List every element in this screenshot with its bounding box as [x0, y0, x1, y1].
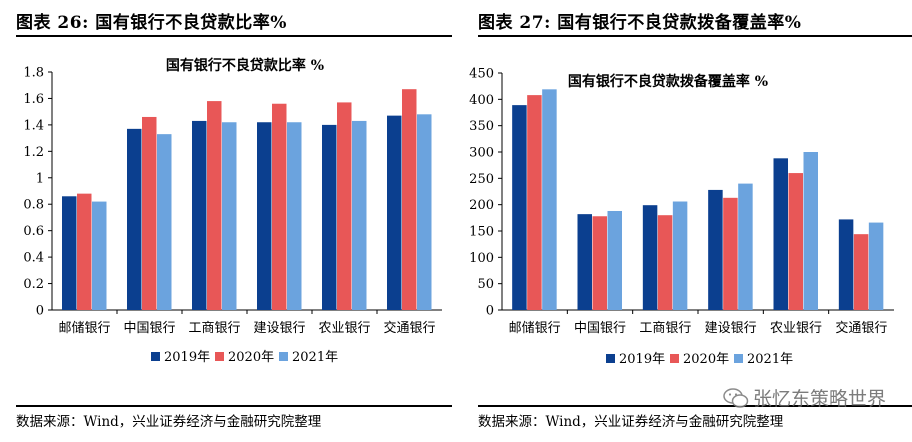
source-rule	[16, 405, 452, 407]
bar	[853, 234, 869, 310]
x-tick-label: 交通银行	[383, 320, 435, 336]
y-tick-label: 350	[469, 119, 494, 134]
y-tick-label: 0.4	[23, 251, 44, 266]
y-tick-label: 0.2	[23, 277, 44, 292]
legend-swatch	[215, 352, 224, 361]
npl-ratio-chart: 0 0.2 0.4 0.6 0.8 1 1.2 1.4 1.6 1.8 国有银行不良贷款比率 % 邮储…	[23, 57, 442, 365]
y-tick-label: 250	[469, 172, 494, 187]
y-tick-label: 100	[469, 251, 494, 266]
bar	[788, 173, 803, 310]
x-tick-label: 邮储银行	[509, 321, 561, 336]
bar	[127, 128, 142, 310]
chart-title: 国有银行不良贷款拨备覆盖率 %	[568, 73, 768, 90]
legend-label: 2021年	[747, 352, 793, 367]
x-tick-label: 邮储银行	[58, 321, 110, 336]
x-tick-label: 中国银行	[123, 321, 175, 336]
bar	[322, 124, 337, 310]
watermark-text: 张忆东策略世界	[752, 388, 886, 410]
bar	[157, 134, 172, 310]
legend-swatch	[734, 354, 743, 363]
bar	[192, 120, 207, 310]
legend-swatch	[670, 354, 679, 363]
bar	[387, 115, 402, 310]
title-rule	[478, 35, 912, 37]
x-tick-label: 建设银行	[705, 321, 757, 336]
x-tick-label: 交通银行	[835, 320, 887, 336]
watermark: 张忆东策略世界	[723, 384, 886, 411]
bar	[803, 152, 818, 310]
legend-swatch	[151, 352, 160, 361]
bar	[257, 122, 272, 310]
source-rule	[478, 405, 912, 407]
provision-coverage-chart: 0 50 100 150 200 250 300 350 400 450 国有银行不良贷款拨备覆盖率…	[469, 67, 894, 367]
bar	[672, 201, 688, 310]
wechat-icon	[723, 387, 749, 408]
x-tick-label: 中国银行	[574, 321, 626, 336]
legend-swatch	[606, 354, 615, 363]
bar	[92, 201, 107, 310]
bar	[868, 222, 884, 310]
y-tick-label: 1.6	[23, 92, 44, 107]
legend-swatch	[279, 352, 288, 361]
bar	[402, 89, 417, 310]
y-tick-label: 0.8	[23, 198, 44, 213]
bar	[723, 197, 738, 310]
bar	[542, 89, 557, 311]
figure-26-title: 图表 26: 国有银行不良贷款比率%	[16, 13, 287, 33]
bar	[607, 210, 622, 310]
y-tick-label: 400	[469, 93, 494, 108]
y-tick-label: 150	[469, 225, 494, 240]
bar	[352, 120, 367, 310]
legend-label: 2019年	[164, 350, 210, 365]
bar	[222, 122, 237, 310]
legend-label: 2021年	[292, 350, 338, 365]
legend-label: 2020年	[228, 350, 274, 365]
source-note: 数据来源：Wind，兴业证券经济与金融研究院整理	[478, 414, 784, 430]
y-tick-label: 50	[477, 277, 494, 292]
y-tick-label: 1	[36, 171, 44, 186]
bar	[773, 158, 788, 310]
y-tick-label: 0	[36, 304, 44, 319]
bar	[337, 102, 352, 311]
y-tick-label: 450	[469, 67, 494, 82]
bar	[657, 215, 673, 310]
figure-27-title: 图表 27: 国有银行不良贷款拨备覆盖率%	[478, 13, 802, 33]
x-tick-label: 工商银行	[639, 321, 691, 336]
x-tick-label: 农业银行	[318, 321, 370, 336]
bar	[592, 216, 607, 310]
left-figure-panel: 图表 26: 国有银行不良贷款比率% 0 0.2 0.4 0.6 0.8 1 1.2 1.4 1…	[0, 0, 452, 442]
right-figure-panel: 图表 27: 国有银行不良贷款拨备覆盖率% 0 50 100 150 200 250 300…	[462, 0, 912, 442]
y-tick-label: 0.6	[23, 224, 44, 239]
x-tick-label: 工商银行	[188, 321, 240, 336]
y-tick-label: 300	[469, 146, 494, 161]
bar	[738, 183, 753, 310]
bar	[417, 114, 432, 310]
bar	[207, 101, 222, 310]
bar	[142, 116, 157, 310]
source-note: 数据来源：Wind，兴业证券经济与金融研究院整理	[16, 414, 322, 430]
bar	[527, 95, 542, 310]
bar	[77, 193, 92, 310]
bar	[272, 103, 287, 310]
legend-label: 2019年	[619, 352, 665, 367]
y-tick-label: 0	[486, 304, 494, 319]
y-tick-label: 1.8	[23, 66, 44, 81]
bar	[287, 122, 302, 310]
title-rule	[16, 35, 452, 37]
bar	[577, 214, 592, 310]
y-tick-label: 1.2	[23, 145, 44, 160]
y-tick-label: 200	[469, 198, 494, 213]
legend-label: 2020年	[683, 352, 729, 367]
x-tick-label: 农业银行	[770, 321, 822, 336]
bar	[838, 219, 854, 310]
chart-title: 国有银行不良贷款比率 %	[166, 57, 324, 74]
x-tick-label: 建设银行	[253, 321, 305, 336]
bar	[512, 105, 527, 310]
y-tick-label: 1.4	[23, 118, 44, 133]
bar	[642, 205, 658, 310]
bar	[62, 196, 77, 310]
bar	[708, 189, 723, 310]
